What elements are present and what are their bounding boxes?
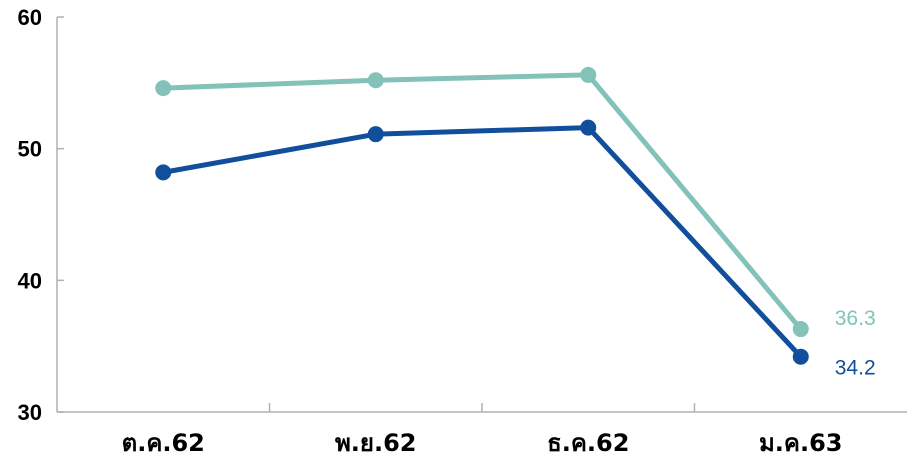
y-tick-label: 50 [18, 137, 42, 162]
data-point [155, 80, 172, 97]
x-tick-label: ต.ค.62 [122, 429, 205, 457]
data-point [367, 72, 384, 89]
data-point [155, 164, 172, 181]
y-axis-ticks: 30 40 50 60 [18, 5, 64, 425]
data-label: 36.3 [835, 307, 876, 330]
x-tick-label: ธ.ค.62 [547, 429, 629, 457]
x-tick-label: ม.ค.63 [759, 429, 843, 457]
data-labels: 36.3 34.2 [835, 307, 876, 380]
x-tick-label: พ.ย.62 [335, 429, 417, 457]
data-point [792, 348, 809, 365]
y-tick-label: 60 [18, 5, 42, 30]
data-point [367, 126, 384, 143]
y-tick-label: 30 [18, 400, 42, 425]
x-axis-ticks: ต.ค.62 พ.ย.62 ธ.ค.62 ม.ค.63 [122, 403, 843, 457]
series-line-2 [160, 125, 804, 360]
series-layer [155, 66, 809, 365]
data-label: 34.2 [835, 357, 876, 380]
y-tick-label: 40 [18, 268, 42, 293]
data-point [580, 119, 597, 136]
data-point [580, 66, 597, 83]
series-line-1 [160, 72, 804, 332]
data-point [792, 321, 809, 338]
